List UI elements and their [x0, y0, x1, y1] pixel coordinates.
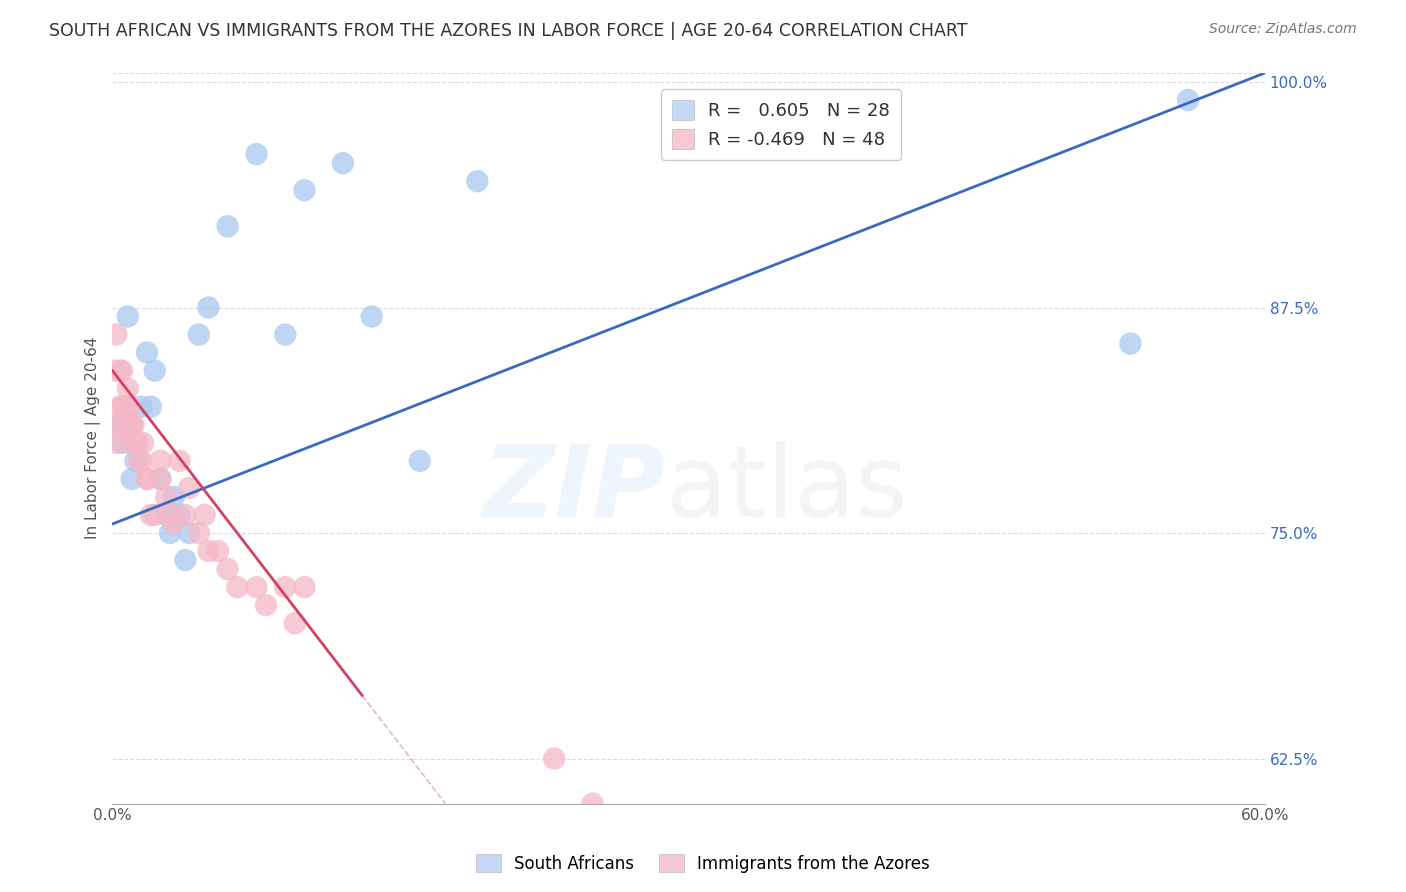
Point	[294, 183, 316, 197]
Point	[105, 435, 128, 450]
Point	[108, 364, 131, 378]
Point	[163, 516, 186, 531]
Point	[159, 508, 181, 522]
Point	[207, 544, 229, 558]
Point	[129, 454, 152, 468]
Point	[174, 553, 197, 567]
Point	[179, 481, 201, 495]
Point	[149, 472, 172, 486]
Point	[105, 327, 128, 342]
Point	[132, 435, 155, 450]
Point	[124, 435, 146, 450]
Point	[118, 400, 141, 414]
Point	[149, 472, 172, 486]
Point	[121, 417, 143, 432]
Point	[254, 598, 277, 612]
Text: atlas: atlas	[665, 441, 907, 538]
Point	[245, 147, 267, 161]
Point	[197, 544, 219, 558]
Point	[115, 417, 138, 432]
Point	[217, 219, 239, 234]
Point	[129, 400, 152, 414]
Point	[127, 435, 149, 450]
Point	[121, 435, 143, 450]
Point	[121, 472, 143, 486]
Point	[187, 327, 209, 342]
Point	[467, 174, 489, 188]
Point	[197, 301, 219, 315]
Point	[139, 508, 162, 522]
Point	[581, 797, 603, 811]
Point	[136, 345, 159, 359]
Point	[112, 417, 135, 432]
Point	[117, 310, 139, 324]
Legend: R =   0.605   N = 28, R = -0.469   N = 48: R = 0.605 N = 28, R = -0.469 N = 48	[661, 89, 901, 160]
Point	[217, 562, 239, 576]
Point	[155, 490, 177, 504]
Legend: South Africans, Immigrants from the Azores: South Africans, Immigrants from the Azor…	[470, 847, 936, 880]
Point	[274, 327, 297, 342]
Point	[163, 490, 186, 504]
Point	[111, 400, 134, 414]
Point	[136, 472, 159, 486]
Point	[226, 580, 249, 594]
Point	[115, 400, 138, 414]
Point	[143, 364, 166, 378]
Point	[136, 472, 159, 486]
Point	[143, 508, 166, 522]
Point	[124, 454, 146, 468]
Point	[155, 508, 177, 522]
Point	[149, 454, 172, 468]
Point	[128, 454, 150, 468]
Point	[245, 580, 267, 594]
Point	[187, 526, 209, 541]
Point	[1119, 336, 1142, 351]
Point	[139, 400, 162, 414]
Point	[107, 417, 129, 432]
Point	[174, 508, 197, 522]
Point	[332, 156, 354, 170]
Point	[543, 751, 565, 765]
Point	[159, 526, 181, 541]
Point	[169, 508, 191, 522]
Point	[108, 400, 131, 414]
Point	[409, 454, 432, 468]
Text: Source: ZipAtlas.com: Source: ZipAtlas.com	[1209, 22, 1357, 37]
Point	[194, 508, 217, 522]
Point	[111, 364, 134, 378]
Point	[112, 400, 135, 414]
Y-axis label: In Labor Force | Age 20-64: In Labor Force | Age 20-64	[86, 337, 101, 540]
Point	[360, 310, 382, 324]
Point	[294, 580, 316, 594]
Text: SOUTH AFRICAN VS IMMIGRANTS FROM THE AZORES IN LABOR FORCE | AGE 20-64 CORRELATI: SOUTH AFRICAN VS IMMIGRANTS FROM THE AZO…	[49, 22, 967, 40]
Point	[117, 382, 139, 396]
Point	[118, 417, 141, 432]
Point	[1177, 93, 1199, 107]
Text: ZIP: ZIP	[482, 441, 665, 538]
Point	[284, 616, 307, 631]
Point	[274, 580, 297, 594]
Point	[179, 526, 201, 541]
Point	[107, 417, 129, 432]
Point	[169, 454, 191, 468]
Point	[122, 417, 145, 432]
Point	[111, 435, 134, 450]
Point	[103, 364, 125, 378]
